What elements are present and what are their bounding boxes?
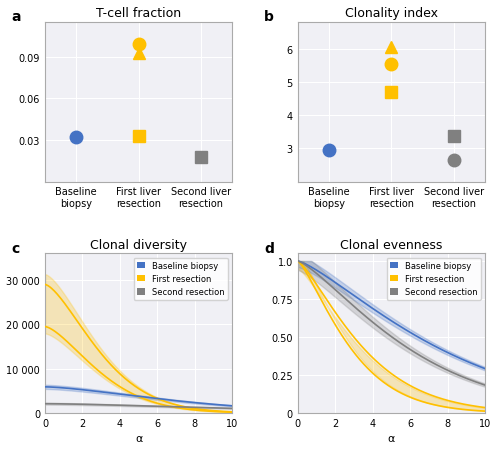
Title: Clonality index: Clonality index xyxy=(345,7,438,20)
X-axis label: α: α xyxy=(388,433,395,443)
Text: c: c xyxy=(12,241,20,255)
X-axis label: α: α xyxy=(135,433,142,443)
Text: d: d xyxy=(264,241,274,255)
Text: a: a xyxy=(12,10,21,24)
Text: b: b xyxy=(264,10,274,24)
Legend: Baseline biopsy, First resection, Second resection: Baseline biopsy, First resection, Second… xyxy=(386,258,481,300)
Title: T-cell fraction: T-cell fraction xyxy=(96,7,181,20)
Title: Clonal evenness: Clonal evenness xyxy=(340,238,442,252)
Legend: Baseline biopsy, First resection, Second resection: Baseline biopsy, First resection, Second… xyxy=(134,258,228,300)
Title: Clonal diversity: Clonal diversity xyxy=(90,238,187,252)
